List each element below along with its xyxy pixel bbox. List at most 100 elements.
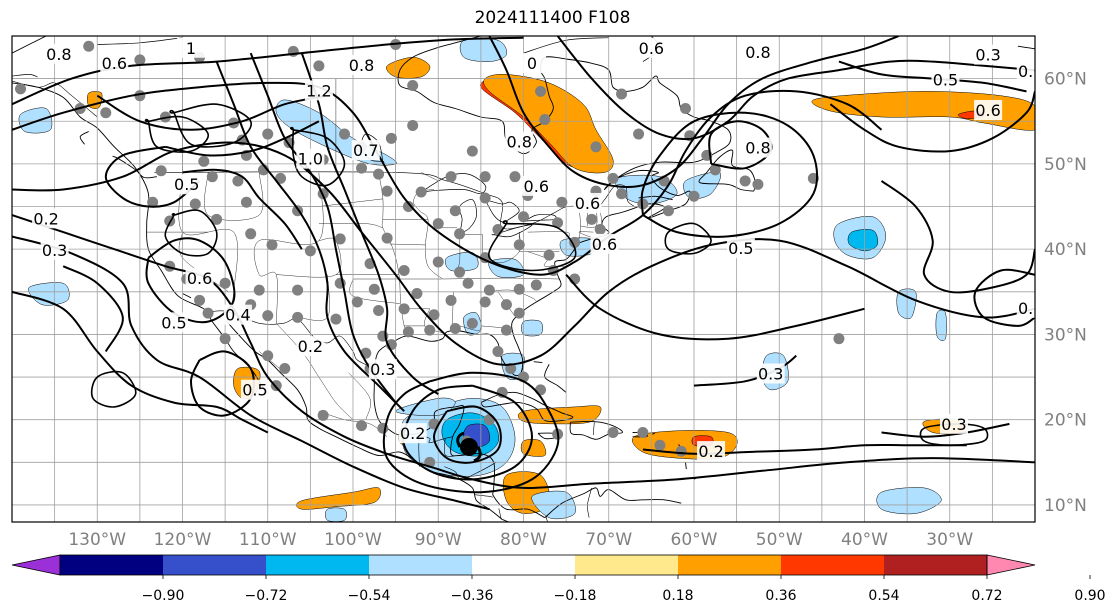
country-border: [154, 171, 635, 230]
contour-label: 0.8: [46, 45, 71, 64]
contour-label-bg: [398, 423, 427, 444]
station-dot: [654, 439, 666, 451]
lon-tick-label: 40°W: [841, 530, 888, 550]
station-dot: [552, 217, 564, 229]
contour-label: 0.6: [592, 235, 617, 254]
map-title: 2024111400 F108: [474, 8, 631, 28]
colorbar-tick-label: −0.36: [451, 588, 494, 604]
contour-label-bg: [697, 441, 726, 462]
contour-label: 0.4: [225, 306, 250, 325]
contour-label: 0.6: [975, 101, 1000, 120]
station-dot: [445, 171, 457, 183]
station-dot: [637, 426, 649, 438]
contour-line: [104, 145, 201, 208]
coastline: [1017, 45, 1035, 50]
contour-line: [62, 265, 124, 352]
contour-line: [145, 237, 236, 324]
station-dot: [509, 171, 521, 183]
station-dot: [590, 141, 602, 153]
colorbar-tick-label: −0.90: [142, 588, 185, 604]
contour-label-bg: [100, 53, 129, 74]
contour-label: 0.6: [575, 194, 600, 213]
contour-line: [829, 91, 1035, 153]
lon-tick-labels: 130°W 120°W 110°W 100°W 90°W 80°W 70°W 60°W 50°W…: [68, 530, 973, 550]
colorbar-segment: [472, 555, 576, 575]
state-border: [423, 308, 443, 333]
contour-label-bg: [940, 413, 969, 434]
station-dot: [633, 128, 645, 140]
colorbar-tick-label: 0.90: [1074, 588, 1105, 604]
lat-tick-labels: 10°N 20°N 30°N 40°N 50°N 60°N: [1044, 70, 1087, 516]
station-dot: [194, 294, 206, 306]
station-dot: [492, 345, 504, 357]
station-dot: [607, 426, 619, 438]
coastline: [226, 321, 503, 520]
station-dot: [402, 326, 414, 338]
station-dot: [159, 111, 171, 123]
colorbar-extend-high: [986, 554, 1036, 576]
station-dot: [539, 114, 551, 126]
state-border: [178, 172, 238, 312]
coastline: [698, 149, 756, 192]
contour-label-bg: [159, 312, 188, 333]
contour-label: 0.8: [349, 56, 374, 75]
contour-line: [90, 370, 137, 408]
hurricane-center-icon: [459, 437, 478, 456]
negative-anomaly-region: [395, 397, 456, 416]
contour-line: [169, 103, 252, 148]
coastline: [678, 444, 680, 447]
station-dot: [616, 88, 628, 100]
contour-label: 1.2: [306, 81, 331, 100]
station-dot: [279, 363, 291, 375]
hurricane-arm: [473, 446, 482, 463]
station-dot: [368, 283, 380, 295]
lon-tick-label: 100°W: [324, 530, 382, 550]
contour-line: [12, 214, 1035, 489]
lon-tick-label: 120°W: [154, 530, 212, 550]
station-dot: [292, 284, 304, 296]
contour-labels-layer: 0.8 0.6 1 0.8 1.2 1.0 0.7 0.8 0.6 0.5 0.2 0.3 0.6 0.5…: [32, 37, 1035, 462]
colorbar-segment: [678, 555, 782, 575]
contour-label: 0.5: [728, 239, 753, 258]
coastline: [79, 131, 89, 145]
contour-label-bg: [296, 148, 325, 169]
station-dot: [206, 171, 218, 183]
station-dot: [407, 120, 419, 132]
negative-anomaly-region: [935, 309, 947, 341]
lon-tick-label: 80°W: [500, 530, 547, 550]
station-dot: [15, 83, 27, 95]
station-dot: [688, 190, 700, 202]
coastline: [652, 432, 656, 435]
station-dot: [679, 102, 691, 114]
station-dot: [219, 277, 231, 289]
contour-label: 0.8: [745, 139, 770, 158]
station-dot: [351, 296, 363, 308]
contour-label-bg: [1016, 60, 1035, 81]
station-dot: [454, 228, 466, 240]
contour-label: 0.7: [353, 141, 378, 160]
colorbar-segment: [884, 555, 988, 575]
station-dot: [155, 165, 167, 177]
state-border: [421, 172, 439, 182]
contour-label: 1.0: [298, 150, 323, 169]
contour-label: 0.3: [370, 360, 395, 379]
station-dot: [586, 213, 598, 225]
station-dot: [616, 188, 628, 200]
station-dot: [709, 164, 721, 176]
colorbar-extend-low: [11, 554, 61, 576]
contour-line: [12, 290, 269, 434]
contour-line: [488, 36, 899, 189]
state-border: [389, 243, 426, 246]
coastline: [12, 36, 47, 54]
state-border: [204, 172, 264, 221]
station-dot: [407, 79, 419, 91]
station-dot: [240, 196, 252, 208]
lat-tick-label: 60°N: [1044, 70, 1087, 90]
station-dot: [381, 232, 393, 244]
station-dot: [513, 283, 525, 295]
contour-line: [144, 115, 209, 153]
contour-label: 0.3: [941, 415, 966, 434]
station-dot: [445, 294, 457, 306]
contour-label-bg: [756, 363, 785, 384]
negative-anomaly-region: [521, 319, 543, 337]
